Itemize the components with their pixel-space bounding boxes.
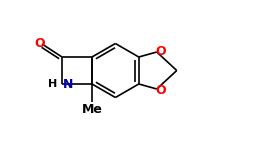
Text: Me: Me [82,103,102,116]
Text: O: O [155,83,166,96]
Text: N: N [63,77,73,91]
Text: O: O [35,36,45,50]
Text: H: H [48,79,57,89]
Text: O: O [155,45,166,57]
